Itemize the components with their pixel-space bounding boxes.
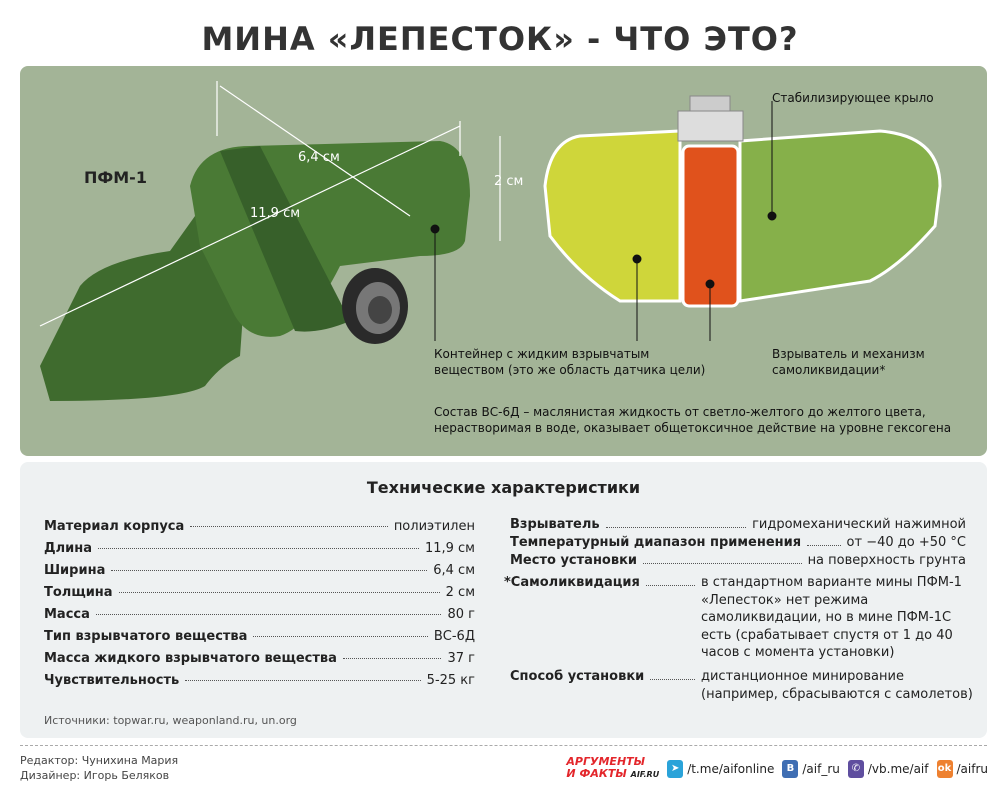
spec-row: Ширина 6,4 см — [44, 562, 475, 579]
spec-value: 2 см — [445, 585, 475, 600]
spec-key: Температурный диапазон применения — [510, 535, 802, 550]
page-title: МИНА «ЛЕПЕСТОК» - ЧТО ЭТО? — [201, 20, 799, 58]
spec-row: Масса 80 г — [44, 606, 475, 623]
logo-text: И ФАКТЫ AIF.RU — [566, 767, 660, 780]
spec-key: *Самоликвидация — [504, 575, 640, 590]
fuse-label-line: самоликвидации* — [772, 363, 886, 377]
viber-link[interactable]: ✆/vb.me/aif — [847, 759, 929, 778]
stabilizing-wing — [738, 129, 942, 303]
container-label: Контейнер с жидким взрывчатым веществом (… — [434, 346, 754, 378]
fuse-label-line: Взрыватель и механизм — [772, 347, 925, 361]
spec-key: Масса — [44, 607, 90, 622]
spec-key: Толщина — [44, 585, 113, 600]
spec-row: Способ установки дистанционное минировани… — [510, 668, 973, 703]
length-dimension: 11,9 см — [250, 206, 301, 221]
composition-note: Состав ВС-6Д – маслянистая жидкость от с… — [434, 404, 951, 436]
dot-leader — [190, 526, 388, 527]
spec-row: Масса жидкого взрывчатого вещества 37 г — [44, 650, 475, 667]
spec-row: Длина 11,9 см — [44, 540, 475, 557]
spec-key: Взрыватель — [510, 517, 600, 532]
container-label-line: веществом (это же область датчика цели) — [434, 363, 706, 377]
dot-leader — [253, 636, 428, 637]
spec-row: Толщина 2 см — [44, 584, 475, 601]
spec-row: Тип взрывчатого вещества ВС-6Д — [44, 628, 475, 645]
specs-title: Технические характеристики — [366, 478, 641, 497]
explosive-container — [543, 129, 682, 303]
spec-key: Длина — [44, 541, 92, 556]
dot-leader — [643, 552, 802, 564]
aif-logo[interactable]: АРГУМЕНТЫ И ФАКТЫ AIF.RU — [566, 756, 659, 781]
spec-value: гидромеханический нажимной — [752, 517, 966, 532]
spec-value: на поверхность грунта — [807, 553, 966, 568]
viber-icon: ✆ — [847, 759, 864, 778]
spec-key: Тип взрывчатого вещества — [44, 629, 248, 644]
mine-illustration — [39, 81, 942, 401]
vk-icon: B — [782, 759, 799, 778]
spec-row: Чувствительность 5-25 кг — [44, 672, 475, 689]
sources: Источники: topwar.ru, weaponland.ru, un.… — [44, 714, 297, 727]
spec-key: Способ установки — [510, 669, 645, 684]
spec-row: Взрыватель гидромеханический нажимной — [510, 516, 966, 534]
spec-value: 37 г — [447, 651, 475, 666]
spec-row: Материал корпуса полиэтилен — [44, 518, 475, 535]
spec-row: *Самоликвидация в стандартном варианте ми… — [504, 574, 966, 662]
dot-leader — [97, 548, 419, 549]
spec-key: Чувствительность — [44, 673, 180, 688]
spec-key: Масса жидкого взрывчатого вещества — [44, 651, 337, 666]
dot-leader — [807, 534, 841, 546]
mine-wing — [40, 211, 250, 401]
spec-key: Материал корпуса — [44, 519, 185, 534]
spec-value: 6,4 см — [433, 563, 475, 578]
spec-key: Ширина — [44, 563, 106, 578]
footer-links: АРГУМЕНТЫ И ФАКТЫ AIF.RU ➤/t.me/aifonlin… — [566, 756, 988, 781]
spec-value: в стандартном варианте мины ПФМ-1 «Лепест… — [701, 575, 962, 660]
telegram-icon: ➤ — [667, 759, 684, 778]
spec-value: полиэтилен — [393, 519, 475, 534]
spec-value: от −40 до +50 °С — [846, 535, 966, 550]
spec-value: дистанционное минирование (например, сбра… — [701, 669, 973, 702]
spec-value: 5-25 кг — [426, 673, 475, 688]
dot-leader — [605, 516, 747, 528]
dot-leader — [118, 592, 440, 593]
dot-leader — [95, 614, 442, 615]
width-dimension: 6,4 см — [298, 150, 340, 165]
dot-leader — [111, 570, 428, 571]
spec-value: ВС-6Д — [433, 629, 475, 644]
telegram-link[interactable]: ➤/t.me/aifonline — [667, 759, 774, 778]
dot-leader — [650, 668, 695, 680]
specs-panel: Технические характеристики Материал корп… — [20, 462, 987, 738]
thickness-dimension: 2 см — [494, 174, 524, 189]
wing-label: Стабилизирующее крыло — [772, 91, 934, 105]
odnoklassniki-icon: ok — [936, 759, 953, 778]
spec-value: 80 г — [447, 607, 475, 622]
dot-leader — [342, 658, 442, 659]
designer-credit: Дизайнер: Игорь Беляков — [20, 769, 170, 782]
fuse-label: Взрыватель и механизм самоликвидации* — [772, 346, 925, 378]
dot-leader — [185, 680, 421, 681]
spec-value: 11,9 см — [424, 541, 475, 556]
dot-leader — [645, 574, 695, 586]
spec-key: Место установки — [510, 553, 638, 568]
logo-text: АРГУМЕНТЫ — [566, 755, 646, 768]
spec-row: Температурный диапазон применения от −40 … — [510, 534, 966, 552]
note-line: нерастворимая в воде, оказывает общетокс… — [434, 421, 952, 435]
vk-link[interactable]: B/aif_ru — [782, 759, 840, 778]
model-label: ПФМ-1 — [84, 168, 147, 187]
note-line: Состав ВС-6Д – маслянистая жидкость от с… — [434, 405, 926, 419]
ok-link[interactable]: ok/aifru — [936, 759, 988, 778]
spec-row: Место установки на поверхность грунта — [510, 552, 966, 570]
diagram-panel: ПФМ-1 6,4 см 11,9 см 2 см Стабилизирующе… — [20, 66, 987, 456]
editor-credit: Редактор: Чунихина Мария — [20, 754, 179, 767]
footer-divider — [20, 745, 987, 746]
container-label-line: Контейнер с жидким взрывчатым — [434, 347, 650, 361]
